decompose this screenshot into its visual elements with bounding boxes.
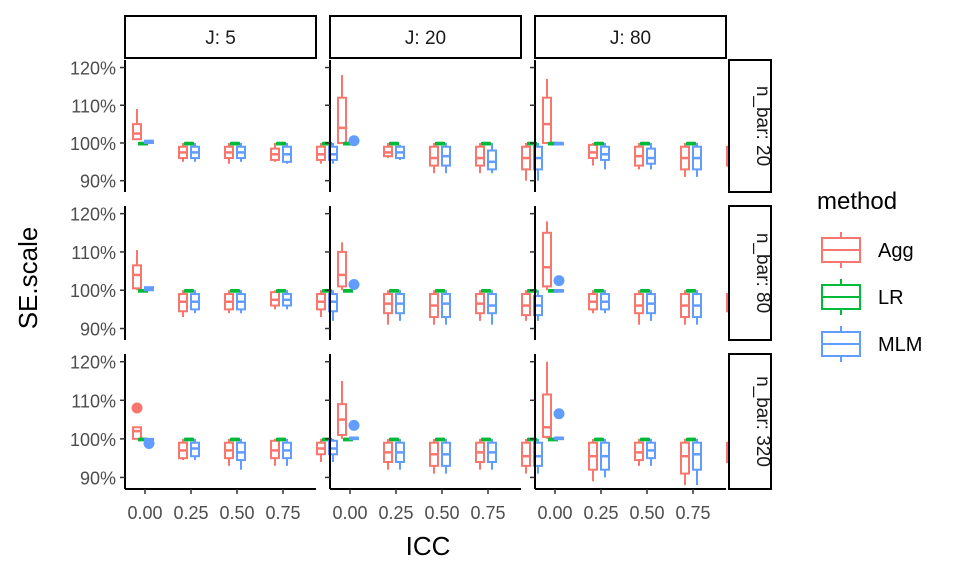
y-tick-label: 120% [70,353,116,373]
box-agg [680,441,690,475]
box-agg [521,441,531,467]
y-tick-label: 120% [70,59,116,79]
x-axis-title: ICC [406,531,451,561]
facet-strip-column-label: J: 5 [205,28,236,49]
panel: 90% 100% 110% 120% 0.00 0.25 0.50 0.75 [70,353,338,523]
x-tick-label: 0.00 [537,503,572,523]
panels-layer: 90% 100% 110% 120% 90% 100% 110% 120% 90% 100% 110… [70,59,748,523]
box-agg [542,231,552,288]
legend-item-label: Agg [878,240,914,262]
legend-item: LR [821,279,904,315]
y-tick-label: 100% [70,134,116,154]
facet-strip-column [534,15,727,59]
legend-item: MLM [821,326,922,362]
legend-title: method [817,188,897,215]
facet-strip-column [124,15,317,59]
x-tick-label: 0.75 [265,503,300,523]
x-tick-label: 0.25 [583,503,618,523]
y-tick-label: 90% [80,468,116,488]
outlier-point-mlm [348,135,360,147]
x-tick-label: 0.25 [378,503,413,523]
x-tick-label: 0.00 [332,503,367,523]
panel [530,60,748,192]
box-agg [337,96,347,144]
x-tick-label: 0.00 [127,503,162,523]
facet-strip-column [329,15,522,59]
x-tick-label: 0.25 [173,503,208,523]
y-tick-label: 100% [70,281,116,301]
box-agg [634,293,644,315]
facet-strip-row-label: n_bar: 320 [752,376,773,467]
panel [530,206,748,340]
box-agg [132,123,142,141]
y-tick-label: 90% [80,172,116,192]
y-tick-label: 120% [70,205,116,225]
box-agg [337,250,347,288]
outlier-point-mlm [553,275,565,287]
legend: method Agg LR MLM [817,188,922,362]
facet-strip-row-label: n_bar: 20 [752,86,773,166]
y-tick-label: 110% [71,96,116,116]
legend-item: Agg [821,232,914,268]
box-mlm [646,147,656,165]
x-tick-label: 0.50 [424,503,459,523]
x-tick-label: 0.50 [219,503,254,523]
box-agg [542,96,552,144]
facet-strip-column-label: J: 80 [610,28,651,49]
y-tick-label: 90% [80,320,116,340]
facet-strip-row-label: n_bar: 80 [752,233,773,313]
panel: 90% 100% 110% 120% [70,205,338,340]
panel [325,206,543,340]
outlier-point-mlm [348,419,360,431]
box-agg [132,264,142,290]
y-tick-label: 100% [70,430,116,450]
y-axis-title: SE.scale [13,227,43,330]
facet-strips: J: 5 J: 20 J: 80 n_bar: 20 n_bar: 80 n_bar: 3… [124,15,773,490]
box-agg [475,145,485,167]
outlier-point-mlm [348,278,360,290]
x-tick-label: 0.75 [470,503,505,523]
x-tick-label: 0.75 [675,503,710,523]
outlier-point-agg [131,402,143,414]
panel: 90% 100% 110% 120% [70,59,338,192]
panel [325,60,543,192]
outlier-point-mlm [143,437,155,449]
outlier-point-mlm [553,408,565,420]
panel: 0.00 0.25 0.50 0.75 [325,354,543,523]
box-agg [429,145,439,167]
facet-strip-column-label: J: 20 [405,28,446,49]
box-agg [132,426,142,440]
y-tick-label: 110% [71,243,116,263]
box-agg [542,393,552,438]
box-mlm [487,293,497,315]
panel: 0.00 0.25 0.50 0.75 [530,354,748,523]
x-tick-label: 0.50 [629,503,664,523]
box-mlm [487,149,497,171]
box-mlm [692,441,702,471]
facet-strip-row [728,205,772,341]
y-tick-label: 110% [71,391,116,411]
box-mlm [441,293,451,319]
legend-item-label: MLM [878,334,922,356]
legend-item-label: LR [878,287,904,309]
facet-strip-row [728,59,772,193]
facet-strip-row [728,353,772,490]
